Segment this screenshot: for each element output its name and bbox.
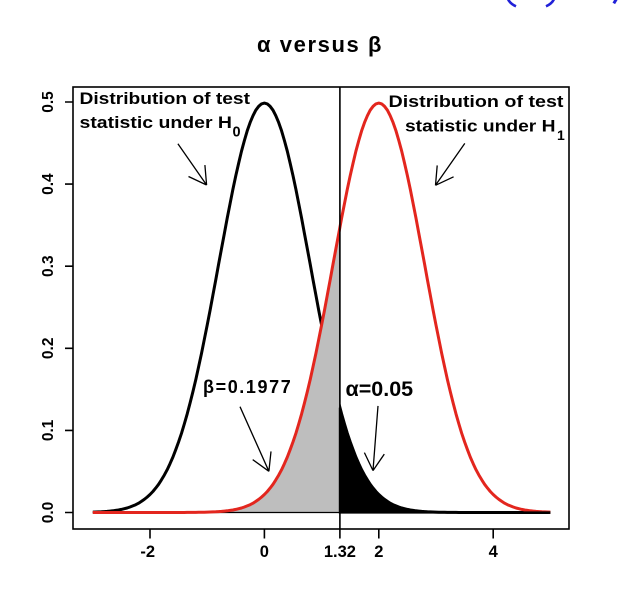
- svg-text:statistic under H: statistic under H: [80, 114, 233, 132]
- svg-text:1.32: 1.32: [324, 543, 356, 561]
- svg-text:α=0.05: α=0.05: [346, 377, 414, 401]
- svg-text:Distribution of test: Distribution of test: [80, 90, 251, 108]
- svg-text:α versus β: α versus β: [257, 32, 383, 57]
- svg-text:0.0: 0.0: [40, 502, 57, 524]
- svg-text:0.5: 0.5: [40, 91, 57, 113]
- svg-text:β=0.1977: β=0.1977: [203, 377, 292, 397]
- svg-text:4: 4: [489, 543, 499, 561]
- svg-text:2: 2: [374, 543, 383, 561]
- svg-text:0: 0: [233, 125, 241, 141]
- svg-text:1: 1: [557, 127, 565, 143]
- svg-text:statistic under H: statistic under H: [405, 118, 556, 136]
- svg-text:0.3: 0.3: [40, 255, 57, 277]
- svg-text:0.2: 0.2: [40, 338, 57, 360]
- svg-text:0.4: 0.4: [40, 173, 57, 195]
- svg-text:0.1: 0.1: [40, 419, 57, 441]
- svg-text:0: 0: [260, 543, 269, 561]
- svg-text:-2: -2: [140, 543, 155, 561]
- svg-text:Distribution of test: Distribution of test: [389, 93, 565, 111]
